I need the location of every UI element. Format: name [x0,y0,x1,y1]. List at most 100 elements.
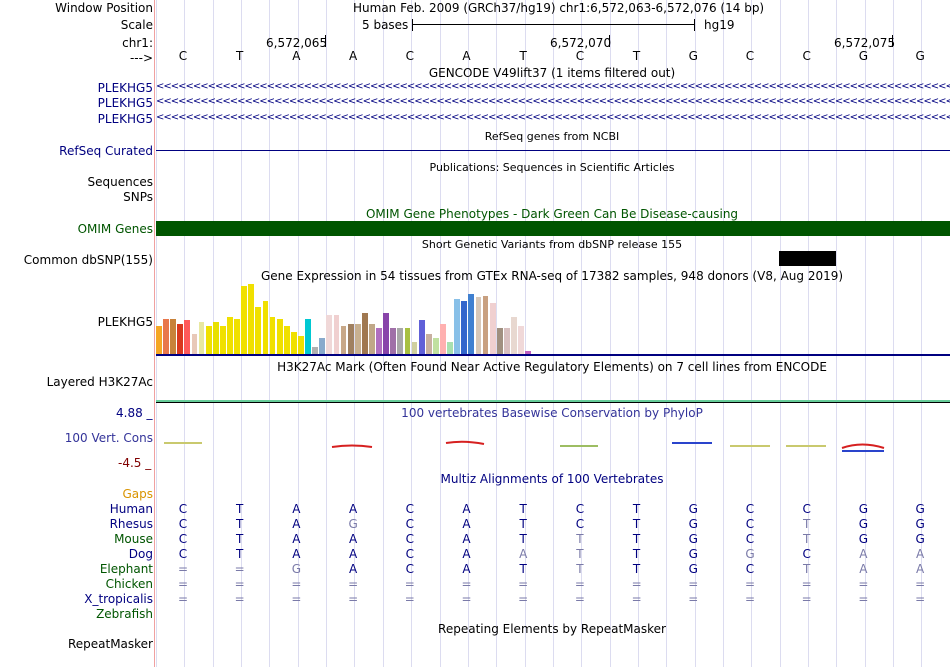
gtex-tissue-bar[interactable] [390,328,397,355]
gtex-tissue-bar[interactable] [283,326,290,355]
multiz-base: = [744,577,756,591]
gtex-tissue-bar[interactable] [518,326,524,355]
gtex-tissue-bar[interactable] [269,316,276,355]
gtex-tissue-bar[interactable] [489,303,496,355]
multiz-species-label[interactable]: Zebrafish [96,607,153,621]
gtex-tissue-bar[interactable] [177,324,184,355]
gtex-tissue-bar[interactable] [525,351,532,355]
gtex-tissue-bar[interactable] [418,320,425,355]
gtex-tissue-bar[interactable] [440,324,446,355]
gencode-row-label[interactable]: PLEKHG5 [97,112,153,126]
gencode-transcript-3[interactable]: <<<<<<<<<<<<<<<<<<<<<<<<<<<<<<<<<<<<<<<<… [156,112,950,123]
gtex-tissue-bar[interactable] [255,307,262,355]
gtex-tissue-bar[interactable] [411,341,418,355]
h3k-label[interactable]: Layered H3K27Ac [46,375,153,389]
gencode-track-title[interactable]: GENCODE V49lift37 (1 items filtered out) [428,66,676,80]
gtex-tissue-bar[interactable] [219,326,226,355]
gtex-tissue-bar[interactable] [248,284,255,355]
rmsk-label[interactable]: RepeatMasker [67,637,153,651]
gtex-tissue-bar[interactable] [503,328,510,355]
omim-gene-bar[interactable] [156,221,950,236]
gtex-tissue-bar[interactable] [432,337,439,355]
gtex-tissue-bar[interactable] [354,324,361,355]
gtex-tissue-bar[interactable] [184,320,191,355]
gtex-tissue-bar[interactable] [511,316,517,355]
gtex-tissue-bar[interactable] [298,335,304,355]
gtex-tissue-bar[interactable] [404,328,411,355]
gtex-track-title[interactable]: Gene Expression in 54 tissues from GTEx … [260,269,844,283]
gtex-tissue-bar[interactable] [319,337,326,355]
gtex-tissue-bar[interactable] [290,331,297,355]
multiz-base: G [915,517,925,531]
gtex-tissue-bar[interactable] [369,324,375,355]
gencode-row-label[interactable]: PLEKHG5 [97,81,153,95]
gtex-tissue-bar[interactable] [312,347,319,355]
gtex-tissue-bar[interactable] [241,285,248,355]
multiz-species-label[interactable]: Mouse [114,532,153,546]
h3k-signal[interactable] [156,400,950,402]
multiz-species-label[interactable]: X_tropicalis [84,592,153,606]
gtex-tissue-bar[interactable] [361,312,368,355]
gtex-tissue-bar[interactable] [447,341,453,355]
gencode-transcript-1[interactable]: <<<<<<<<<<<<<<<<<<<<<<<<<<<<<<<<<<<<<<<<… [156,81,950,92]
gtex-tissue-bar[interactable] [191,333,198,355]
refseq-track-title[interactable]: RefSeq genes from NCBI [484,130,620,143]
gtex-tissue-bar[interactable] [347,324,354,355]
snp-feature[interactable] [779,251,836,266]
gtex-tissue-bar[interactable] [468,293,475,355]
pubs-track-title[interactable]: Publications: Sequences in Scientific Ar… [429,161,675,174]
omim-track-title[interactable]: OMIM Gene Phenotypes - Dark Green Can Be… [365,207,739,221]
strand-label: ---> [129,51,153,65]
gencode-row-label[interactable]: PLEKHG5 [97,96,153,110]
gtex-tissue-bar[interactable] [326,314,333,355]
gtex-tissue-bar[interactable] [482,295,489,355]
gtex-tissue-bar[interactable] [212,322,219,355]
gtex-tissue-bar[interactable] [276,318,283,355]
multiz-base: = [404,577,415,591]
scale-db: hg19 [704,18,735,32]
phylop-wiggle[interactable] [156,436,950,456]
multiz-base: A [292,517,301,531]
gtex-tissue-bar[interactable] [156,326,162,355]
gtex-tissue-bar[interactable] [340,326,347,355]
gencode-transcript-2[interactable]: <<<<<<<<<<<<<<<<<<<<<<<<<<<<<<<<<<<<<<<<… [156,96,950,107]
gtex-tissue-bar[interactable] [227,316,233,355]
gtex-tissue-bar[interactable] [454,299,461,355]
multiz-species-label[interactable]: Elephant [99,562,153,576]
gtex-bar-chart[interactable] [156,282,536,355]
gtex-tissue-bar[interactable] [198,322,205,355]
multiz-species-label[interactable]: Human [109,502,153,516]
pubs-snps-label[interactable]: SNPs [123,190,153,204]
gtex-tissue-bar[interactable] [376,328,382,355]
gtex-tissue-bar[interactable] [205,326,212,355]
multiz-species-label[interactable]: Rhesus [109,517,153,531]
snp-label[interactable]: Common dbSNP(155) [23,253,153,267]
gtex-tissue-bar[interactable] [262,301,269,355]
gtex-tissue-bar[interactable] [305,318,311,355]
gtex-tissue-bar[interactable] [461,301,468,355]
gtex-tissue-bar[interactable] [425,333,432,355]
cons-track-title[interactable]: 100 vertebrates Basewise Conservation by… [401,406,703,420]
snp-track-title[interactable]: Short Genetic Variants from dbSNP releas… [421,238,683,251]
refseq-label[interactable]: RefSeq Curated [59,144,153,158]
gtex-tissue-bar[interactable] [397,328,404,355]
gtex-tissue-bar[interactable] [496,328,503,355]
gtex-tissue-bar[interactable] [170,318,177,355]
omim-label[interactable]: OMIM Genes [77,222,153,236]
gtex-tissue-bar[interactable] [475,297,482,355]
refseq-intron-line[interactable] [156,150,950,151]
gtex-tissue-bar[interactable] [163,318,169,355]
rmsk-track-title[interactable]: Repeating Elements by RepeatMasker [438,622,666,636]
pubs-sequences-label[interactable]: Sequences [87,175,153,189]
h3k-track-title[interactable]: H3K27Ac Mark (Often Found Near Active Re… [277,360,827,374]
multiz-species-label[interactable]: Chicken [105,577,153,591]
multiz-species-label[interactable]: Dog [128,547,153,561]
gtex-tissue-bar[interactable] [383,312,390,355]
gtex-tissue-bar[interactable] [333,314,340,355]
cons-label[interactable]: 100 Vert. Cons [64,431,153,445]
gtex-label[interactable]: PLEKHG5 [97,315,153,329]
multiz-gaps-label[interactable]: Gaps [122,487,153,501]
multiz-track-title[interactable]: Multiz Alignments of 100 Vertebrates [440,472,664,486]
gtex-tissue-bar[interactable] [234,318,240,355]
multiz-base: = [518,592,529,606]
